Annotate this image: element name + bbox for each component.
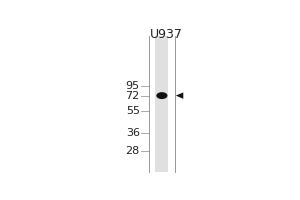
Text: 55: 55 [126,106,140,116]
Bar [155,36,168,172]
Text: 28: 28 [126,146,140,156]
Text: 36: 36 [126,128,140,138]
Ellipse shape [156,92,167,99]
Polygon shape [176,92,183,99]
Text: U937: U937 [150,28,183,41]
Text: 95: 95 [126,81,140,91]
Text: 72: 72 [126,91,140,101]
